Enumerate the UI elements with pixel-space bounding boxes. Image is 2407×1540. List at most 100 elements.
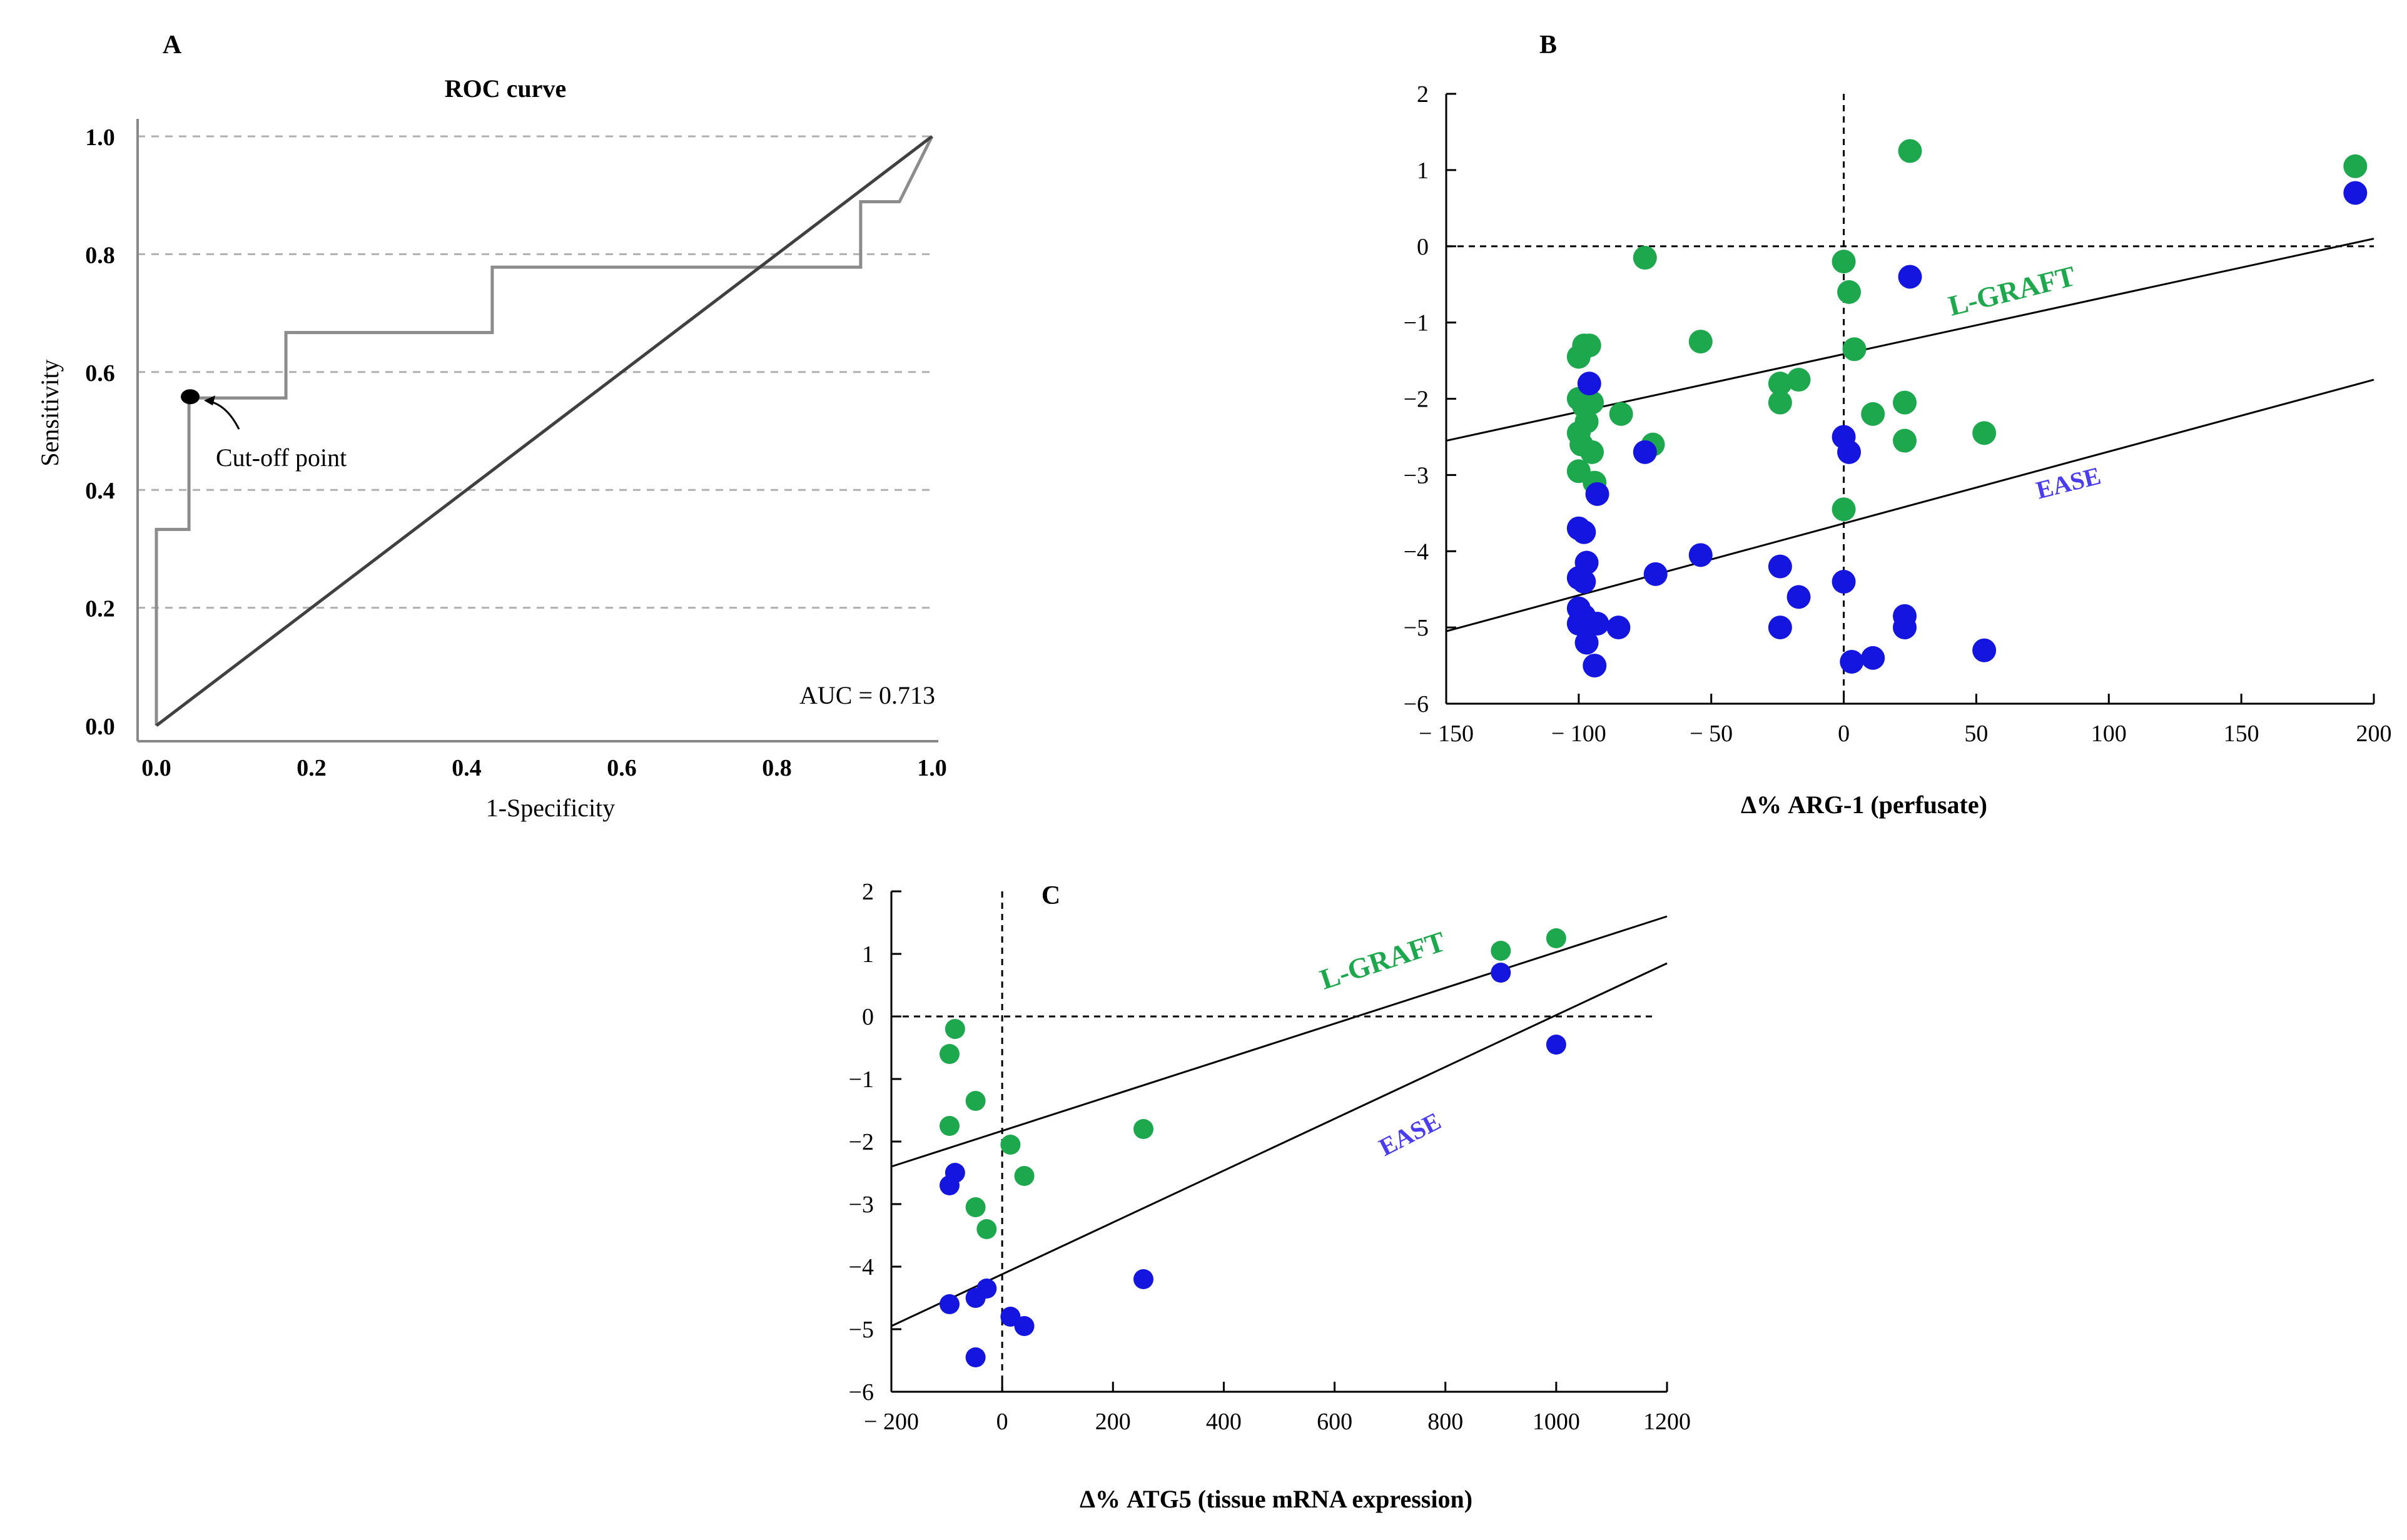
y-axis-label: Sensitivity <box>36 359 64 466</box>
point-ease <box>1688 543 1713 567</box>
chart-title: ROC curve <box>445 74 566 103</box>
panel-label: C <box>1041 881 1060 910</box>
x-tick-label: 100 <box>2091 721 2127 747</box>
point-ease <box>1606 615 1631 640</box>
cutoff-arrow-head <box>204 395 216 406</box>
point-l-graft <box>1893 428 1917 453</box>
point-l-graft <box>940 1116 960 1136</box>
y-tick-label: 1 <box>1417 158 1429 184</box>
point-l-graft <box>1014 1166 1035 1186</box>
annotation-l-graft: L-GRAFT <box>1945 260 2079 322</box>
point-l-graft <box>965 1091 986 1111</box>
roc-curve-line <box>155 135 934 726</box>
point-l-graft <box>1832 497 1856 522</box>
point-l-graft <box>1832 250 1856 274</box>
point-ease <box>1643 562 1668 586</box>
x-tick-label: 0 <box>996 1409 1008 1435</box>
y-tick-label: 1 <box>862 941 874 968</box>
point-ease <box>1577 372 1601 396</box>
point-ease <box>1583 654 1607 678</box>
annotation-ease: EASE <box>2034 461 2104 504</box>
x-tick-label: 200 <box>1095 1409 1131 1435</box>
x-tick-label: 800 <box>1427 1409 1463 1435</box>
point-l-graft <box>1574 410 1599 434</box>
annotation-l-graft: L-GRAFT <box>1316 925 1449 995</box>
panel-label: A <box>163 31 182 59</box>
point-ease <box>1768 615 1792 640</box>
point-l-graft <box>1768 390 1792 415</box>
point-l-graft <box>1688 330 1713 354</box>
y-tick-label: 0.6 <box>85 360 115 387</box>
point-ease <box>1633 440 1657 464</box>
point-ease <box>1014 1316 1035 1336</box>
y-tick-label: 0 <box>862 1004 874 1030</box>
y-tick-label: −3 <box>1404 462 1429 489</box>
panel-a-roc-chart: A ROC curve 0.0 0.2 0.4 0.6 0.8 1.0 0.0 0.2 0.4 0.6… <box>36 31 947 822</box>
fit-line-l-graft <box>891 915 1668 1168</box>
y-tick-label: −5 <box>849 1317 874 1343</box>
point-ease <box>1585 612 1609 636</box>
x-tick-label: 1000 <box>1533 1409 1580 1435</box>
x-tick-label: − 100 <box>1551 721 1606 747</box>
point-ease <box>965 1347 986 1367</box>
point-l-graft <box>1546 928 1566 948</box>
x-axis-label: Δ% ARG-1 (perfusate) <box>1741 791 1987 819</box>
point-ease <box>1133 1269 1153 1289</box>
annotation-ease: EASE <box>1374 1107 1446 1162</box>
x-tick-label: 0.8 <box>762 755 792 781</box>
x-tick-label: 50 <box>1964 721 1988 747</box>
cutoff-point-marker <box>181 389 200 405</box>
point-l-graft <box>1893 390 1917 415</box>
point-ease <box>1972 638 1997 662</box>
panel-label: B <box>1539 31 1557 59</box>
y-tick-label: −6 <box>1404 691 1429 717</box>
y-tick-label: −3 <box>849 1192 874 1218</box>
point-ease <box>1574 631 1599 655</box>
point-ease <box>940 1175 960 1195</box>
y-tick-label: 2 <box>1417 81 1429 108</box>
x-tick-label: 150 <box>2224 721 2259 747</box>
x-tick-label: 1.0 <box>917 755 947 781</box>
point-ease <box>1572 570 1596 594</box>
point-ease <box>1786 585 1811 609</box>
x-tick-label: 0.6 <box>607 755 637 781</box>
y-tick-label: −6 <box>849 1379 874 1406</box>
x-tick-label: 400 <box>1206 1409 1242 1435</box>
reference-diagonal-line <box>155 135 933 727</box>
auc-annotation: AUC = 0.713 <box>799 681 935 709</box>
y-tick-label: −4 <box>1404 539 1429 565</box>
x-tick-label: 1200 <box>1643 1409 1691 1435</box>
point-ease <box>1566 612 1591 636</box>
point-ease <box>2343 181 2368 205</box>
point-l-graft <box>1580 440 1604 464</box>
point-ease <box>1898 265 1922 289</box>
point-l-graft <box>1837 280 1862 304</box>
point-l-graft <box>1633 246 1657 270</box>
x-tick-label: 600 <box>1317 1409 1352 1435</box>
point-l-graft <box>1133 1119 1153 1139</box>
x-tick-label: 200 <box>2356 721 2392 747</box>
y-tick-label: −1 <box>1404 310 1429 337</box>
point-l-graft <box>1577 333 1601 358</box>
cutoff-arrow-line <box>207 400 240 430</box>
point-l-graft <box>1972 421 1997 445</box>
x-tick-label: − 150 <box>1419 721 1474 747</box>
y-tick-label: 0.8 <box>85 242 115 268</box>
y-tick-label: 0.4 <box>85 478 115 504</box>
y-tick-label: −1 <box>849 1066 874 1093</box>
point-ease <box>976 1279 997 1299</box>
x-tick-label: − 200 <box>864 1409 919 1435</box>
y-tick-label: 1.0 <box>85 124 115 151</box>
point-ease <box>1837 440 1862 464</box>
point-l-graft <box>1898 139 1922 163</box>
point-l-graft <box>1768 372 1792 396</box>
point-l-graft <box>976 1219 997 1239</box>
x-tick-label: − 50 <box>1690 721 1733 747</box>
x-tick-label: 0.2 <box>296 755 327 781</box>
point-ease <box>1768 554 1792 579</box>
x-axis-label: 1-Specificity <box>486 794 616 822</box>
point-ease <box>1491 963 1511 983</box>
point-ease <box>940 1294 960 1314</box>
y-tick-label: −4 <box>849 1254 874 1280</box>
